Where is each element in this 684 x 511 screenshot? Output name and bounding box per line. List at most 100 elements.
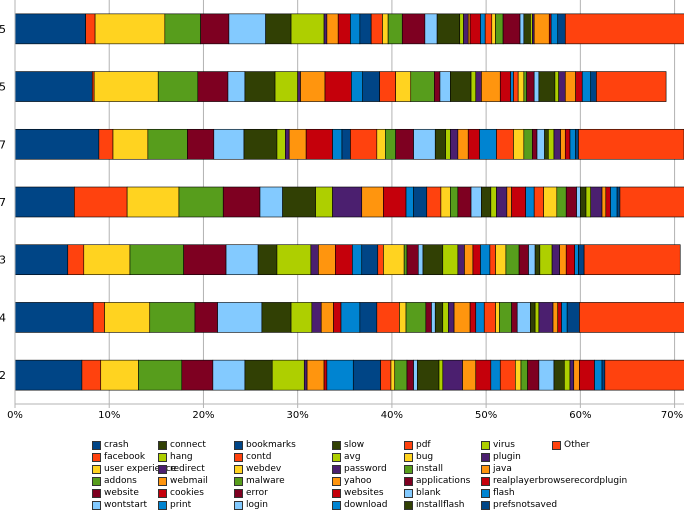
bar-segment <box>213 128 245 160</box>
legend-item: installflash <box>404 499 465 511</box>
legend-swatch <box>234 500 243 510</box>
y-tick-label: 2 <box>0 369 6 382</box>
bar-segment <box>370 13 383 45</box>
bar-segment <box>610 186 618 218</box>
bar-segment <box>484 13 493 45</box>
legend-swatch <box>332 452 341 462</box>
bar-segment <box>138 359 183 391</box>
bar-segment <box>361 244 379 276</box>
bar-segment <box>445 128 451 160</box>
legend-swatch <box>92 464 101 474</box>
y-tick-label: 3 <box>0 254 6 267</box>
bar-segment <box>413 128 436 160</box>
bar-segment <box>276 244 312 276</box>
bar-segment <box>222 186 261 218</box>
legend-label: yahoo <box>344 476 372 486</box>
legend-item: java <box>481 463 512 475</box>
bar-segment <box>564 71 576 102</box>
bar-segment <box>274 71 298 102</box>
legend-label: Other <box>564 440 590 450</box>
legend-item: bookmarks <box>234 439 296 451</box>
legend-label: installflash <box>416 500 465 510</box>
bar-segment <box>463 13 469 45</box>
bar-segment <box>585 186 592 218</box>
legend-swatch <box>92 500 101 510</box>
bar-segment <box>340 302 361 333</box>
legend-swatch <box>332 488 341 498</box>
bar-segment <box>403 244 408 276</box>
bar-segment <box>417 359 440 391</box>
bar-segment <box>297 71 301 102</box>
legend-swatch <box>552 440 561 450</box>
bar-segment <box>244 71 276 102</box>
bar-segment <box>550 13 559 45</box>
bar-segment <box>526 71 535 102</box>
bar-segment <box>332 128 343 160</box>
bar-segment <box>243 128 278 160</box>
bar-segment <box>453 302 471 333</box>
bar-segment <box>480 13 486 45</box>
legend-item: blank <box>404 487 441 499</box>
bar-segment <box>496 128 514 160</box>
bar-segment <box>359 302 378 333</box>
legend-swatch <box>481 488 490 498</box>
bar-segment <box>265 13 292 45</box>
legend-item: login <box>234 499 268 511</box>
legend-label: websites <box>344 488 384 498</box>
bar-segment <box>495 13 504 45</box>
bar-segment <box>481 186 492 218</box>
bar-segment <box>183 244 227 276</box>
bar-segment <box>575 128 579 160</box>
legend-swatch <box>92 488 101 498</box>
bar-segment <box>489 244 496 276</box>
bar-segment <box>564 128 571 160</box>
bar-segment <box>469 13 481 45</box>
bar-segment <box>85 13 96 45</box>
bar-segment <box>244 359 273 391</box>
legend-swatch <box>92 440 101 450</box>
bar-segment <box>530 302 536 333</box>
bar-segment <box>499 359 516 391</box>
bar-segment <box>14 128 100 160</box>
legend-swatch <box>234 452 243 462</box>
stacked-bar-chart: 5 5 7 7 3 4 2 0% 10% 20% 30% 40% 50% 60% 70% <box>0 0 684 420</box>
bar-segment <box>538 359 555 391</box>
bar-segment <box>100 359 139 391</box>
legend-item: print <box>158 499 191 511</box>
legend-swatch <box>92 476 101 486</box>
legend-label: crash <box>104 440 129 450</box>
bar-segment <box>523 128 533 160</box>
legend-swatch <box>481 464 490 474</box>
bar-segment <box>257 244 278 276</box>
bar-segment <box>104 302 151 333</box>
bar-segment <box>406 359 414 391</box>
bar-segment <box>499 302 512 333</box>
bar-segment <box>519 13 525 45</box>
bar-segment <box>422 244 444 276</box>
legend-label: slow <box>344 440 365 450</box>
bar-segment <box>558 71 566 102</box>
bar-segment <box>149 302 196 333</box>
legend-label: redirect <box>170 464 205 474</box>
bar-segment <box>502 13 521 45</box>
legend-swatch <box>404 464 413 474</box>
legend-label: avg <box>344 452 361 462</box>
bar-segment <box>14 302 94 333</box>
bar-segment <box>481 71 501 102</box>
legend-label: prefsnotsaved <box>493 500 558 510</box>
legend-swatch <box>481 476 490 486</box>
legend-label: webdev <box>246 464 282 474</box>
bar-segment <box>14 13 86 45</box>
legend-item: error <box>234 487 268 499</box>
bar-segment <box>326 359 354 391</box>
legend-swatch <box>404 476 413 486</box>
bar-segment <box>410 71 435 102</box>
bar-segment <box>323 13 328 45</box>
legend-swatch <box>234 488 243 498</box>
bar-segment <box>531 128 538 160</box>
bar-segment <box>324 71 352 102</box>
legend-swatch <box>481 440 490 450</box>
legend-swatch <box>158 440 167 450</box>
legend-item: bug <box>404 451 433 463</box>
legend-label: malware <box>246 476 285 486</box>
